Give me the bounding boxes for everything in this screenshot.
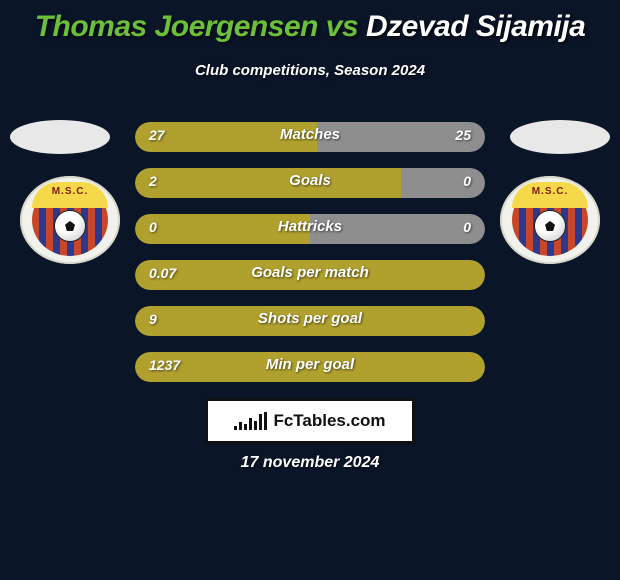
source-badge: FcTables.com (205, 398, 415, 444)
player1-club-crest: M.S.C. (20, 176, 120, 264)
stat-label: Shots per goal (135, 310, 485, 327)
source-text: FcTables.com (273, 411, 385, 431)
stat-row: Goals2 0 (135, 168, 485, 198)
crest-text: M.S.C. (500, 186, 600, 197)
title-vs: vs (318, 10, 366, 43)
date-text: 17 november 2024 (0, 454, 620, 472)
stat-value-left: 9 (149, 311, 157, 327)
comparison-bars: Matches2725Goals20Hattricks00Goals per m… (135, 122, 485, 398)
stat-value-right: 0 (463, 219, 471, 235)
stat-label: Goals per match (135, 264, 485, 281)
stat-label: Hattricks (135, 218, 485, 235)
spark-chart-icon (234, 412, 267, 430)
stat-row: Shots per goal9 (135, 306, 485, 336)
stat-row: Min per goal1237 (135, 352, 485, 382)
soccer-ball-icon (54, 210, 86, 242)
subtitle: Club competitions, Season 2024 (0, 62, 620, 79)
crest-text: M.S.C. (20, 186, 120, 197)
stat-value-left: 0 (149, 219, 157, 235)
stat-row: Matches27 25 (135, 122, 485, 152)
title-player2: Dzevad Sijamija (366, 10, 585, 43)
stat-value-left: 0.07 (149, 265, 176, 281)
title-player1: Thomas Joergensen (35, 10, 318, 43)
player2-placeholder-oval (510, 120, 610, 154)
stat-value-left: 27 (149, 127, 165, 143)
stat-value-right: 25 (455, 127, 471, 143)
stat-label: Min per goal (135, 356, 485, 373)
stat-row: Hattricks0 0 (135, 214, 485, 244)
stat-value-left: 1237 (149, 357, 180, 373)
stat-value-left: 2 (149, 173, 157, 189)
page-title: Thomas Joergensen vs Dzevad Sijamija (0, 0, 620, 44)
player2-club-crest: M.S.C. (500, 176, 600, 264)
soccer-ball-icon (534, 210, 566, 242)
stat-label: Matches (135, 126, 485, 143)
stat-value-right: 0 (463, 173, 471, 189)
stat-row: Goals per match0.07 (135, 260, 485, 290)
player1-placeholder-oval (10, 120, 110, 154)
stat-label: Goals (135, 172, 485, 189)
